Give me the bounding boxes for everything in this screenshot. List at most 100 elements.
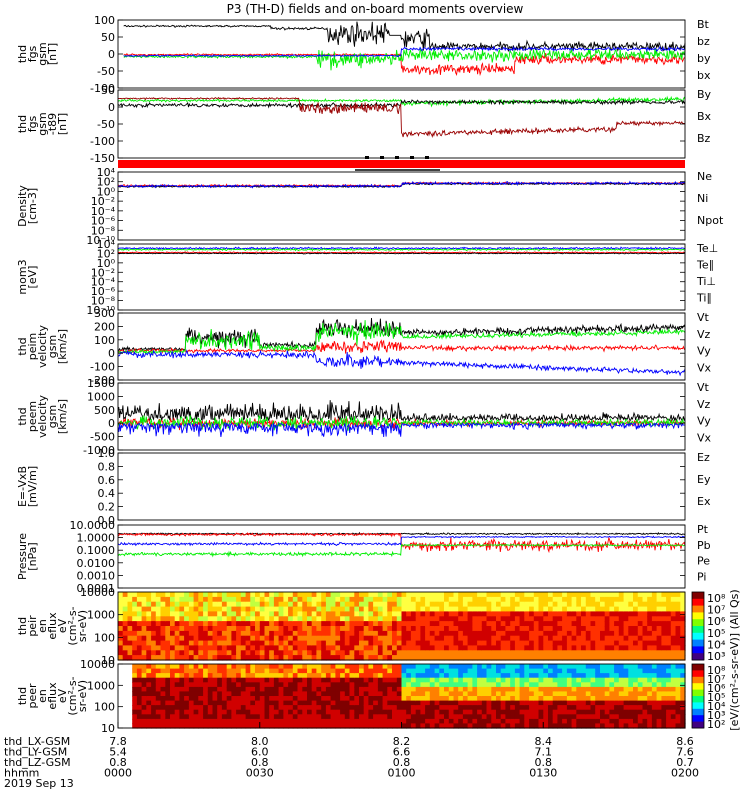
heatmap-cell <box>406 621 412 627</box>
heatmap-cell <box>529 696 535 702</box>
heatmap-cell <box>307 635 313 642</box>
heatmap-cell <box>146 592 152 598</box>
heatmap-cell <box>344 645 351 651</box>
heatmap-cell <box>637 601 644 608</box>
heatmap-cell <box>174 640 180 647</box>
heatmap-cell <box>221 592 228 598</box>
heatmap-cell <box>543 677 549 683</box>
heatmap-cell <box>410 645 417 651</box>
heatmap-cell <box>292 626 299 632</box>
heatmap-cell <box>524 664 530 670</box>
heatmap-cell <box>396 691 403 697</box>
heatmap-cell <box>614 664 620 670</box>
heatmap-cell <box>656 630 662 637</box>
heatmap-cell <box>179 682 185 688</box>
heatmap-cell <box>354 691 360 697</box>
heatmap-cell <box>651 700 658 706</box>
heatmap-cell <box>576 696 582 702</box>
heatmap-cell <box>472 664 478 670</box>
heatmap-cell <box>410 655 417 661</box>
heatmap-cell <box>179 611 185 617</box>
heatmap-cell <box>344 616 351 622</box>
heatmap-cell <box>637 718 644 725</box>
heatmap-cell <box>420 626 426 632</box>
heatmap-cell <box>146 677 152 683</box>
x-row-label-1: thd_LY-GSM <box>4 746 67 759</box>
heatmap-cell <box>462 601 469 608</box>
y-tick-label: 100 <box>94 14 115 27</box>
heatmap-cell <box>311 686 317 693</box>
heatmap-cell <box>453 596 459 603</box>
heatmap-cell <box>604 682 610 688</box>
heatmap-cell <box>590 601 596 608</box>
heatmap-cell <box>595 723 601 729</box>
y-axis-label: thd <box>16 407 29 425</box>
heatmap-cell <box>576 709 582 715</box>
heatmap-cell <box>321 635 327 642</box>
heatmap-cell <box>444 650 450 656</box>
heatmap-cell <box>557 668 563 674</box>
heatmap-cell <box>179 714 185 720</box>
heatmap-cell <box>548 630 554 637</box>
heatmap-cell <box>656 682 662 688</box>
heatmap-cell <box>207 592 214 598</box>
heatmap-cell <box>217 705 223 711</box>
heatmap-cell <box>198 611 204 617</box>
heatmap-cell <box>184 635 190 642</box>
heatmap-cell <box>311 696 317 702</box>
heatmap-cell <box>212 696 218 702</box>
heatmap-cell <box>666 650 672 656</box>
heatmap-cell <box>330 664 336 670</box>
heatmap-cell <box>401 677 407 683</box>
heatmap-cell <box>259 709 266 715</box>
heatmap-cell <box>618 673 625 679</box>
heatmap-cell <box>477 696 483 702</box>
heatmap-cell <box>675 630 681 637</box>
heatmap-cell <box>321 714 327 720</box>
heatmap-cell <box>151 635 157 642</box>
heatmap-cell <box>491 655 497 661</box>
heatmap-cell <box>155 635 162 642</box>
heatmap-cell <box>406 635 412 642</box>
heatmap-cell <box>406 611 412 617</box>
heatmap-cell <box>269 630 275 637</box>
heatmap-cell <box>444 709 450 715</box>
heatmap-cell <box>557 606 563 613</box>
heatmap-cell <box>628 655 634 661</box>
heatmap-cell <box>226 630 232 637</box>
heatmap-cell <box>335 673 341 679</box>
heatmap-cell <box>462 677 469 683</box>
heatmap-cell <box>585 705 592 711</box>
heatmap-cell <box>221 616 228 622</box>
y-tick-label: 10⁻⁸ <box>91 224 116 237</box>
heatmap-cell <box>533 691 540 697</box>
heatmap-cell <box>212 655 218 661</box>
heatmap-cell <box>151 696 157 702</box>
heatmap-cell <box>273 611 280 617</box>
heatmap-cell <box>302 635 308 642</box>
heatmap-cell <box>269 655 275 661</box>
heatmap-cell <box>429 592 436 598</box>
heatmap-cell <box>514 677 521 683</box>
legend-ni: Ni <box>697 192 708 205</box>
x-tick-value: 6.0 <box>251 746 269 759</box>
heatmap-cell <box>543 616 549 622</box>
x-row-label-2: thd_LZ-GSM <box>4 756 71 769</box>
heatmap-cell <box>297 664 303 670</box>
heatmap-cell <box>666 682 672 688</box>
heatmap-cell <box>136 630 143 637</box>
heatmap-cell <box>373 700 379 706</box>
heatmap-cell <box>396 718 403 725</box>
x-tick-value: 0.8 <box>109 756 127 769</box>
heatmap-cell <box>226 723 232 729</box>
heatmap-cell <box>543 655 549 661</box>
heatmap-cell <box>675 682 681 688</box>
heatmap-cell <box>415 611 421 617</box>
heatmap-cell <box>529 709 535 715</box>
heatmap-cell <box>585 723 592 729</box>
heatmap-cell <box>434 714 440 720</box>
heatmap-cell <box>576 677 582 683</box>
heatmap-cell <box>387 677 393 683</box>
heatmap-cell <box>392 645 398 651</box>
colorbar-segment <box>692 605 704 613</box>
